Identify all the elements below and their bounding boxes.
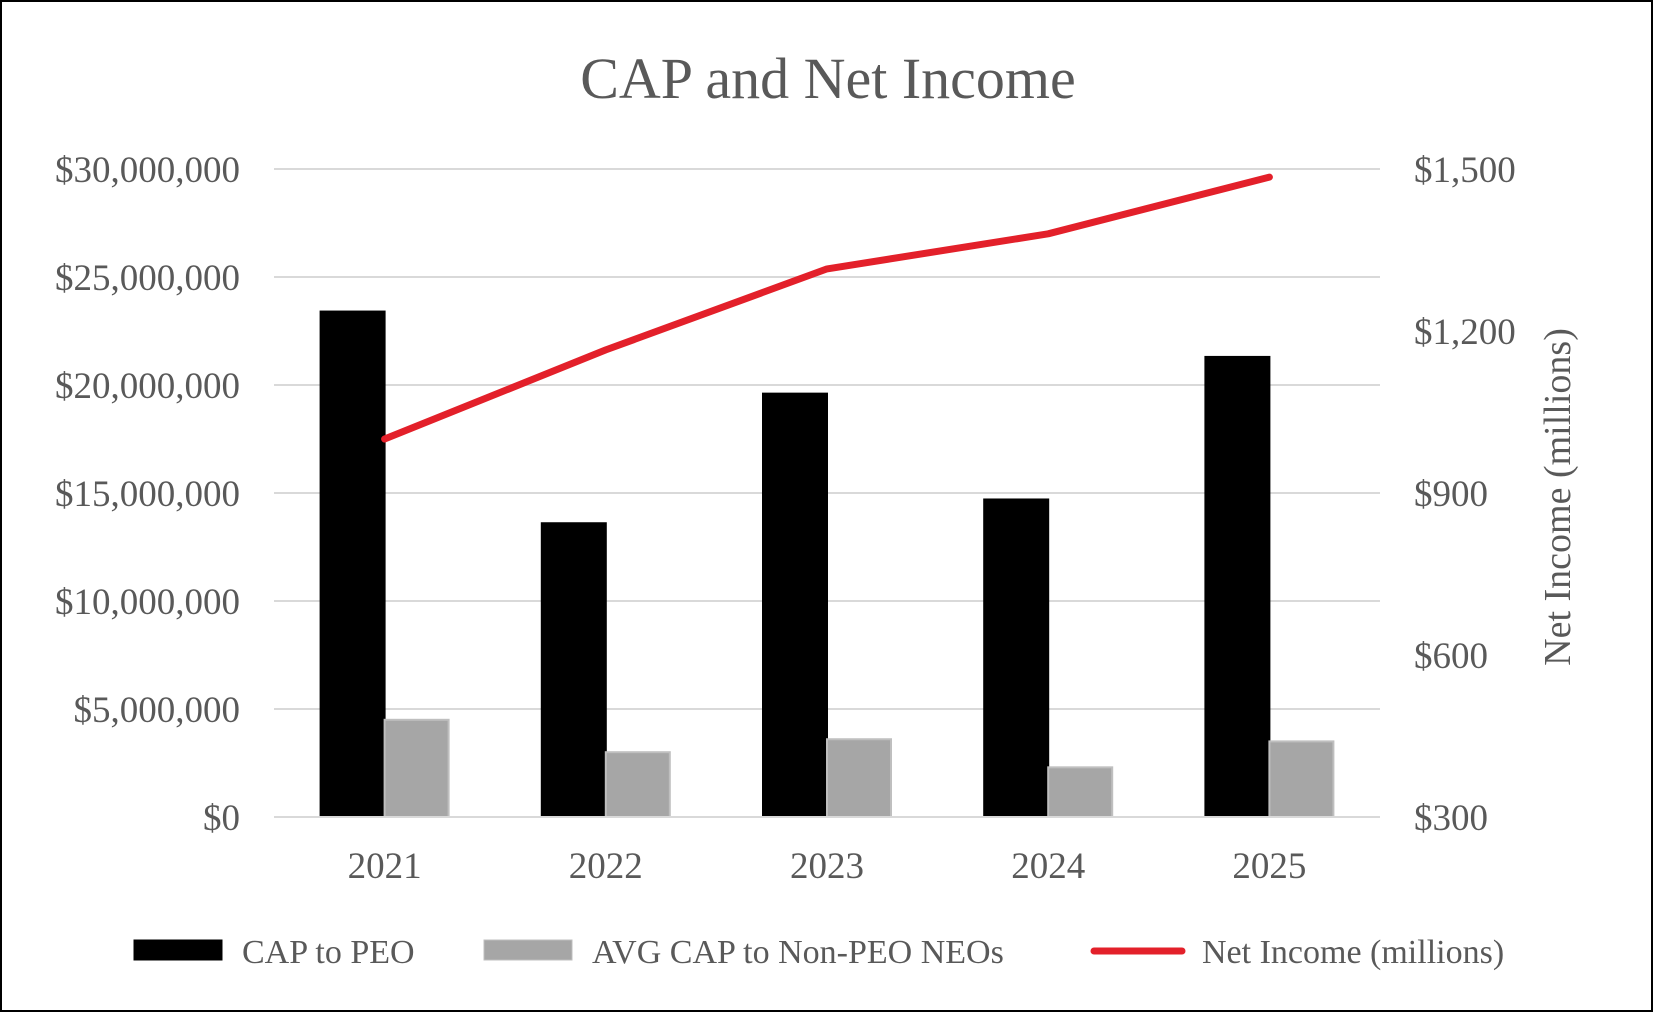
bar-avg-cap-non-peo-2021 — [383, 718, 450, 818]
x-axis: 2021 2022 2023 2024 2025 — [274, 816, 1380, 887]
legend-swatch — [133, 939, 223, 961]
x-tick-label: 2025 — [1232, 846, 1306, 887]
legend-swatch — [483, 939, 573, 961]
left-tick-label: $5,000,000 — [74, 690, 241, 731]
x-tick-label: 2022 — [569, 846, 643, 887]
right-axis: $300 $600 $900 $1,200 $1,500 — [1414, 150, 1516, 839]
legend-label: Net Income (millions) — [1202, 934, 1504, 971]
right-tick-label: $600 — [1414, 636, 1488, 677]
legend-item-0: CAP to PEO — [133, 934, 415, 971]
right-tick-label: $1,500 — [1414, 150, 1516, 191]
bar-cap-to-peo-2021 — [319, 310, 386, 818]
x-tick-label: 2024 — [1011, 846, 1085, 887]
bars — [319, 310, 1335, 819]
bar-cap-to-peo-2024 — [983, 498, 1050, 818]
line-series — [381, 173, 1273, 443]
left-tick-label: $20,000,000 — [55, 366, 240, 407]
bar-cap-to-peo-2023 — [762, 392, 828, 818]
bar-avg-cap-non-peo-2024 — [1047, 766, 1114, 819]
bar-avg-cap-non-peo-2022 — [604, 751, 671, 819]
left-tick-label: $10,000,000 — [55, 582, 240, 623]
left-tick-label: $30,000,000 — [55, 150, 240, 191]
legend-label: CAP to PEO — [242, 934, 415, 971]
x-tick-label: 2023 — [790, 846, 864, 887]
left-tick-label: $15,000,000 — [55, 474, 240, 515]
left-tick-label: $0 — [203, 798, 240, 839]
legend-item-2: Net Income (millions) — [1090, 934, 1504, 971]
net-income-point-2023 — [826, 268, 828, 270]
net-income-point-2022 — [605, 349, 607, 351]
legend-item-1: AVG CAP to Non-PEO NEOs — [483, 934, 1004, 971]
right-tick-label: $1,200 — [1414, 312, 1516, 353]
right-tick-label: $300 — [1414, 798, 1488, 839]
right-axis-label: Net Income (millions) — [1537, 328, 1579, 666]
left-tick-label: $25,000,000 — [55, 258, 240, 299]
legend: CAP to PEO AVG CAP to Non-PEO NEOs Net Inc… — [133, 934, 1504, 971]
chart-title: CAP and Net Income — [580, 46, 1076, 111]
left-axis: $0 $5,000,000 $10,000,000 $15,000,000 $20,00… — [55, 150, 240, 839]
right-tick-label: $900 — [1414, 474, 1488, 515]
bar-cap-to-peo-2022 — [540, 522, 607, 818]
net-income-point-2025 — [1268, 176, 1270, 178]
x-tick-label: 2021 — [348, 846, 422, 887]
bar-avg-cap-non-peo-2025 — [1268, 740, 1335, 819]
bar-avg-cap-non-peo-2023 — [826, 738, 892, 818]
net-income-point-2021 — [384, 438, 386, 440]
legend-label: AVG CAP to Non-PEO NEOs — [592, 934, 1004, 971]
net-income-point-2024 — [1047, 233, 1049, 235]
bar-cap-to-peo-2025 — [1204, 355, 1271, 818]
